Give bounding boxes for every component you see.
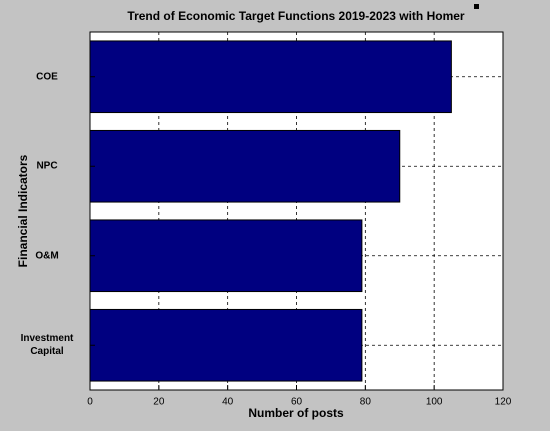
marker [474,4,479,9]
bar [89,129,401,203]
bar [89,40,452,114]
y-tick-label: COE [36,71,58,83]
x-tick-label: 40 [222,397,234,408]
y-tick-label: Investment Capital [20,333,74,358]
x-tick-label: 20 [153,397,165,408]
x-tick-label: 100 [426,397,443,408]
x-axis-label: Number of posts [248,406,344,420]
chart-title: Trend of Economic Target Functions 2019-… [127,9,465,23]
x-tick-label: 60 [291,397,303,408]
x-tick-label: 80 [360,397,372,408]
x-tick-label: 120 [495,397,512,408]
y-tick-label: NPC [36,160,58,172]
bar [89,308,363,382]
bar [89,219,363,293]
y-tick-label: O&M [35,250,59,262]
x-tick-label: 0 [87,397,93,408]
y-axis-label: Financial Indicators [16,154,30,267]
